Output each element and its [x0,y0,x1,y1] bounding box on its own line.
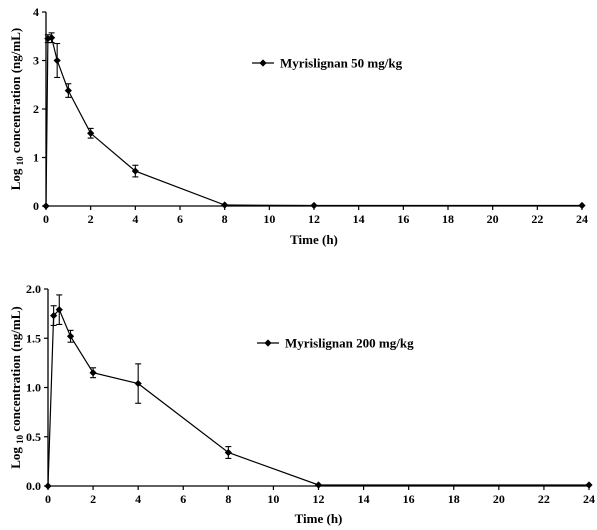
legend-marker [264,339,272,347]
data-point [53,56,61,65]
y-tick-label: 4 [33,5,39,19]
y-axis-label: Log 10 concentration (ng/mL) [8,28,25,190]
series-1 [42,32,586,210]
data-point [47,34,56,42]
data-point [66,332,75,340]
data-point [42,202,50,210]
data-point [131,167,139,175]
y-tick-label: 1.5 [26,331,41,345]
x-axis-label: Time (h) [295,511,343,526]
x-tick-label: 6 [180,492,186,506]
legend-marker [259,59,267,67]
data-point [314,481,323,489]
x-tick-label: 16 [397,212,409,226]
x-tick-label: 24 [576,212,588,226]
data-point [55,306,63,314]
data-point [221,201,229,209]
x-tick-label: 12 [313,492,325,506]
x-tick-label: 0 [45,492,51,506]
data-point [50,311,58,320]
x-tick-label: 6 [177,212,183,226]
chart-panel-2: 0 2 4 6 8 10 12 14 16 18 20 22 240.00.51.01.52.0Time… [8,282,595,526]
y-tick-label: 1 [33,151,39,165]
x-tick-label: 22 [538,492,550,506]
y-tick-label: 0.5 [26,430,41,444]
y-tick-label: 0 [33,199,39,213]
x-tick-label: 12 [308,212,320,226]
x-tick-label: 18 [442,212,454,226]
y-tick-label: 2.0 [26,282,41,296]
x-tick-label: 10 [267,492,279,506]
data-point [44,482,52,490]
series-1 [44,294,593,490]
y-axis-label-log: Log [8,165,23,190]
data-point [310,201,318,210]
x-tick-label: 14 [353,212,365,226]
x-tick-label: 18 [448,492,460,506]
data-point [134,379,142,388]
x-axis-label: Time (h) [290,232,338,247]
y-axis-label-rest: concentration (ng/mL) [8,28,23,157]
data-point [585,481,593,489]
y-axis-label-subscript: 10 [15,434,25,444]
x-tick-label: 20 [487,212,499,226]
data-point [89,369,97,377]
y-tick-label: 2 [33,102,39,116]
x-tick-label: 4 [135,492,141,506]
x-tick-label: 24 [583,492,595,506]
data-point [224,448,232,457]
x-tick-label: 4 [132,212,138,226]
x-tick-label: 2 [88,212,94,226]
data-point [87,129,95,137]
y-tick-label: 0.0 [26,479,41,493]
x-tick-label: 8 [225,492,231,506]
data-point [64,86,72,95]
y-axis-label-subscript: 10 [15,156,25,166]
data-point [578,201,586,210]
y-axis-label-log: Log [8,444,23,469]
legend-label: Myrislignan 50 mg/kg [280,56,403,71]
y-tick-label: 3 [33,54,39,68]
x-tick-label: 14 [358,492,370,506]
x-tick-label: 20 [493,492,505,506]
x-tick-label: 16 [403,492,415,506]
y-axis-label-rest: concentration (ng/mL) [8,306,23,435]
x-tick-label: 0 [43,212,49,226]
x-tick-label: 8 [222,212,228,226]
y-tick-label: 1.0 [26,381,41,395]
y-axis-label: Log 10 concentration (ng/mL) [8,306,25,468]
x-tick-label: 22 [531,212,543,226]
legend: Myrislignan 50 mg/kg [252,56,403,71]
legend-label: Myrislignan 200 mg/kg [285,336,414,351]
legend: Myrislignan 200 mg/kg [257,336,414,351]
x-tick-label: 2 [90,492,96,506]
x-tick-label: 10 [263,212,275,226]
